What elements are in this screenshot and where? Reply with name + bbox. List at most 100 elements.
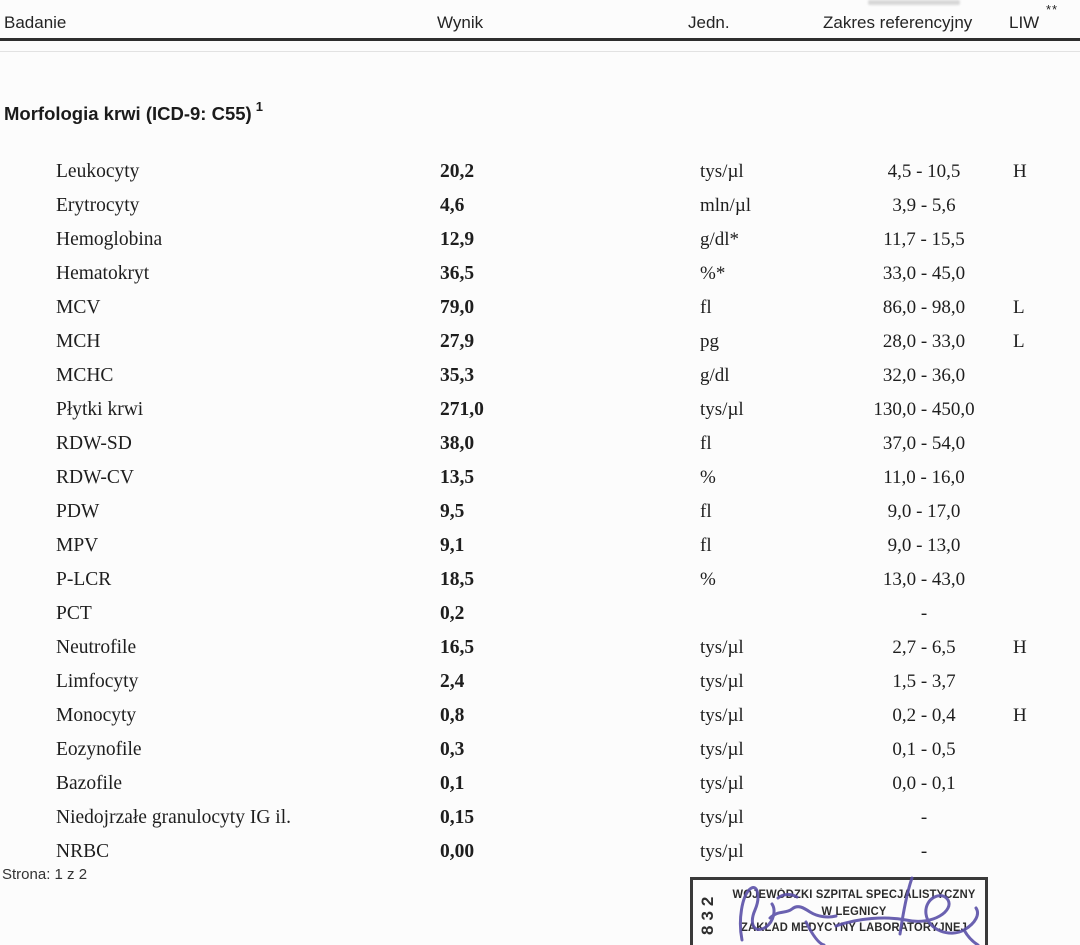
table-row: P-LCR 18,5 % 13,0 - 43,0 [0, 565, 1080, 599]
test-name: Hemoglobina [56, 229, 163, 250]
stamp-line-3: ZAKŁAD MEDYCYNY LABORATORYJNEJ [740, 922, 968, 934]
test-name: Eozynofile [56, 739, 142, 760]
test-result: 4,6 [440, 195, 465, 216]
hospital-stamp: 832 WOJEWÓDZKI SZPITAL SPECJALISTYCZNY W… [690, 877, 988, 945]
test-name: MPV [56, 535, 99, 556]
test-result: 0,00 [440, 841, 475, 862]
table-row: Monocyty 0,8 tys/µl 0,2 - 0,4 H [0, 701, 1080, 735]
abnormal-flag: L [1013, 331, 1025, 352]
test-unit: % [700, 569, 716, 590]
header-liw-superscript: ** [1046, 2, 1059, 17]
table-row: MCV 79,0 fl 86,0 - 98,0 L [0, 293, 1080, 327]
test-result: 0,15 [440, 807, 475, 828]
table-row: Limfocyty 2,4 tys/µl 1,5 - 3,7 [0, 667, 1080, 701]
results-table-body: Leukocyty 20,2 tys/µl 4,5 - 10,5 H Erytr… [0, 157, 1080, 871]
test-result: 36,5 [440, 263, 475, 284]
test-name: PCT [56, 603, 92, 624]
header-jedn: Jedn. [688, 13, 730, 32]
test-result: 0,8 [440, 705, 465, 726]
reference-range: 9,0 - 17,0 [887, 501, 961, 522]
reference-range: 37,0 - 54,0 [882, 433, 966, 454]
reference-range: 11,0 - 16,0 [883, 467, 965, 488]
table-row: RDW-SD 38,0 fl 37,0 - 54,0 [0, 429, 1080, 463]
test-name: MCHC [56, 365, 114, 386]
reference-range: 4,5 - 10,5 [887, 161, 961, 182]
test-unit: fl [700, 297, 712, 318]
test-result: 2,4 [440, 671, 465, 692]
test-result: 35,3 [440, 365, 475, 386]
table-row: Erytrocyty 4,6 mln/µl 3,9 - 5,6 [0, 191, 1080, 225]
test-result: 18,5 [440, 569, 475, 590]
reference-range: 2,7 - 6,5 [892, 637, 956, 658]
test-unit: pg [700, 331, 719, 352]
test-unit: % [700, 467, 716, 488]
test-result: 38,0 [440, 433, 475, 454]
test-unit: fl [700, 501, 712, 522]
test-name: Płytki krwi [56, 399, 144, 420]
test-unit: mln/µl [700, 195, 752, 216]
stamp-text: WOJEWÓDZKI SZPITAL SPECJALISTYCZNY W LEG… [731, 887, 977, 937]
test-name: Niedojrzałe granulocyty IG il. [56, 807, 291, 828]
reference-range: 13,0 - 43,0 [882, 569, 966, 590]
table-row: NRBC 0,00 tys/µl - [0, 837, 1080, 871]
test-name: RDW-SD [56, 433, 132, 454]
test-unit: %* [700, 263, 726, 284]
table-row: Leukocyty 20,2 tys/µl 4,5 - 10,5 H [0, 157, 1080, 191]
reference-range: 9,0 - 13,0 [887, 535, 961, 556]
test-name: Leukocyty [56, 161, 140, 182]
header-zakres-referencyjny: Zakres referencyjny [823, 13, 973, 32]
test-result: 79,0 [440, 297, 475, 318]
test-unit: g/dl [700, 365, 730, 386]
test-name: Erytrocyty [56, 195, 140, 216]
test-unit: tys/µl [700, 807, 744, 828]
reference-range: - [920, 807, 928, 828]
reference-range: 33,0 - 45,0 [882, 263, 966, 284]
test-result: 20,2 [440, 161, 475, 182]
reference-range: - [920, 841, 928, 862]
test-unit: fl [700, 433, 712, 454]
test-unit: g/dl* [700, 229, 740, 250]
test-name: Neutrofile [56, 637, 137, 658]
table-row: Eozynofile 0,3 tys/µl 0,1 - 0,5 [0, 735, 1080, 769]
table-row: Bazofile 0,1 tys/µl 0,0 - 0,1 [0, 769, 1080, 803]
header-wynik: Wynik [437, 13, 484, 32]
reference-range: 0,1 - 0,5 [892, 739, 956, 760]
header-rule [0, 38, 1080, 41]
reference-range: 28,0 - 33,0 [882, 331, 966, 352]
section-title-text: Morfologia krwi (ICD-9: C55) [4, 103, 252, 125]
test-unit: tys/µl [700, 399, 744, 420]
table-row: Hemoglobina 12,9 g/dl* 11,7 - 15,5 [0, 225, 1080, 259]
table-row: MCH 27,9 pg 28,0 - 33,0 L [0, 327, 1080, 361]
test-name: Monocyty [56, 705, 137, 726]
header-liw: LIW [1009, 13, 1040, 32]
reference-range: - [920, 603, 928, 624]
test-result: 271,0 [440, 399, 484, 420]
test-name: MCV [56, 297, 101, 318]
test-result: 0,1 [440, 773, 465, 794]
scan-artifact [868, 0, 960, 5]
reference-range: 3,9 - 5,6 [892, 195, 956, 216]
test-result: 0,3 [440, 739, 465, 760]
test-result: 27,9 [440, 331, 475, 352]
section-title-superscript: 1 [255, 99, 263, 114]
test-unit: tys/µl [700, 637, 744, 658]
abnormal-flag: H [1013, 705, 1027, 726]
test-result: 16,5 [440, 637, 475, 658]
test-name: Bazofile [56, 773, 123, 794]
reference-range: 130,0 - 450,0 [873, 399, 975, 420]
reference-range: 11,7 - 15,5 [883, 229, 965, 250]
test-unit: tys/µl [700, 841, 744, 862]
reference-range: 0,0 - 0,1 [892, 773, 956, 794]
table-row: Niedojrzałe granulocyty IG il. 0,15 tys/… [0, 803, 1080, 837]
table-row: PDW 9,5 fl 9,0 - 17,0 [0, 497, 1080, 531]
test-unit: tys/µl [700, 739, 744, 760]
test-unit: tys/µl [700, 773, 744, 794]
abnormal-flag: L [1013, 297, 1025, 318]
test-result: 9,1 [440, 535, 465, 556]
table-row: RDW-CV 13,5 % 11,0 - 16,0 [0, 463, 1080, 497]
test-unit: tys/µl [700, 671, 744, 692]
stamp-number: 832 [698, 891, 717, 935]
table-row: MPV 9,1 fl 9,0 - 13,0 [0, 531, 1080, 565]
stamp-line-2: W LEGNICY [821, 905, 887, 918]
